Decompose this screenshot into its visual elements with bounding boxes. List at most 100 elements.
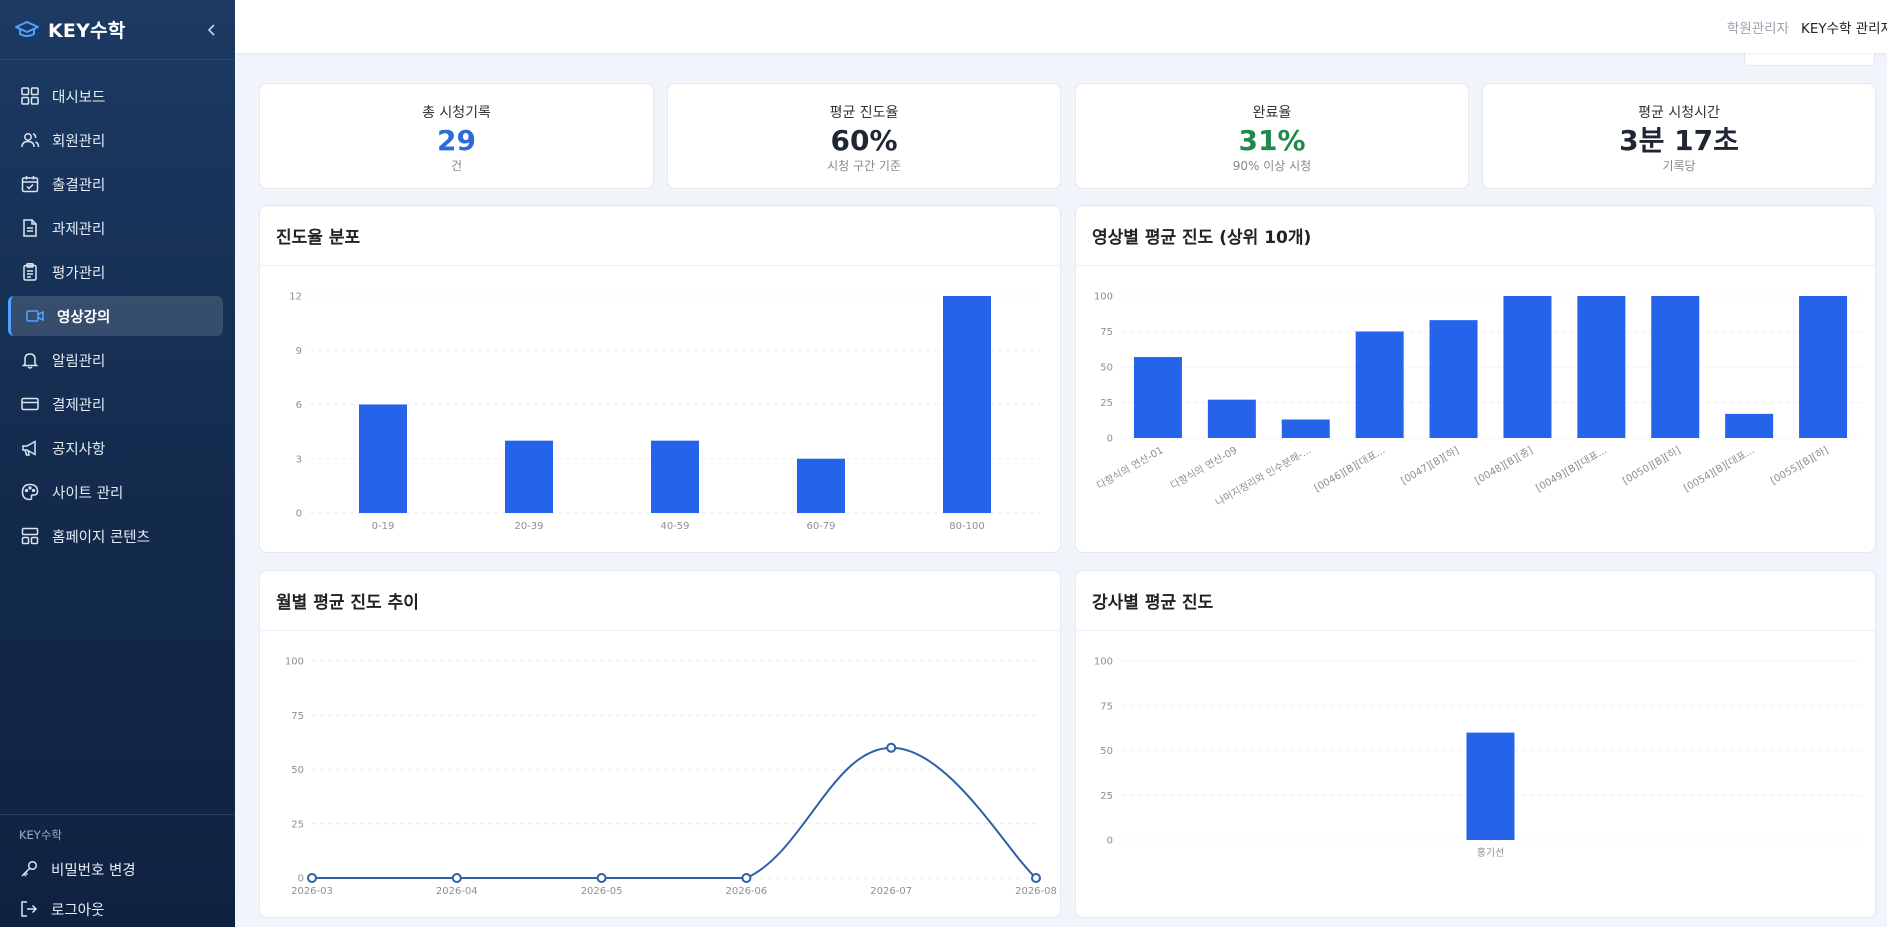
- sidebar-item-notices[interactable]: 공지사항: [8, 428, 223, 468]
- sidebar-item-label: 대시보드: [52, 89, 106, 106]
- sidebar-item-label: 과제관리: [52, 221, 106, 238]
- data-point[interactable]: [307, 873, 317, 883]
- sidebar-item-attendance[interactable]: 출결관리: [8, 164, 223, 204]
- footer-item-label: 비밀번호 변경: [51, 862, 136, 879]
- user-role-label: 학원관리자: [1726, 20, 1789, 37]
- y-tick-label: 9: [296, 346, 302, 357]
- x-tick-label: 80-100: [949, 521, 984, 532]
- bar[interactable]: [1281, 419, 1330, 438]
- bar[interactable]: [943, 296, 991, 513]
- y-tick-label: 3: [296, 454, 302, 465]
- change-password-button[interactable]: 비밀번호 변경: [0, 849, 235, 889]
- progress-distribution-chart: 0 3 6 9 12 0-19 20-39 40-59 60-79 80-100: [289, 292, 1040, 532]
- bar[interactable]: [1799, 296, 1848, 438]
- stat-sub: 시청 구간 기준: [827, 159, 901, 173]
- bar[interactable]: [1133, 357, 1182, 438]
- footer-item-label: 로그아웃: [51, 902, 105, 919]
- brand-name: KEY수학: [48, 20, 126, 42]
- chart-panel-video-avg-progress: 영상별 평균 진도 (상위 10개) 0 25 50 75 100 다항식의 연산-01 다…: [1075, 205, 1876, 553]
- sidebar-item-video-lectures[interactable]: 영상강의: [8, 296, 223, 336]
- x-tick-label: 2026-06: [726, 886, 768, 897]
- y-tick-label: 50: [1100, 363, 1113, 374]
- y-tick-label: 50: [1100, 746, 1113, 757]
- panel-title: 진도율 분포: [276, 228, 361, 248]
- sidebar-item-assignments[interactable]: 과제관리: [8, 208, 223, 248]
- bar[interactable]: [651, 440, 699, 513]
- bar[interactable]: [1725, 413, 1774, 438]
- bar[interactable]: [1503, 296, 1552, 438]
- sidebar-item-site-settings[interactable]: 사이트 관리: [8, 472, 223, 512]
- bar[interactable]: [505, 440, 553, 513]
- stat-value: 31%: [1238, 124, 1306, 157]
- bar[interactable]: [359, 404, 407, 514]
- sidebar-item-label: 평가관리: [52, 265, 106, 282]
- stat-value: 3분 17초: [1619, 124, 1739, 157]
- clipboard-icon: [23, 263, 37, 281]
- x-tick-label: 60-79: [806, 521, 835, 532]
- sidebar-item-label: 영상강의: [57, 309, 111, 326]
- y-tick-label: 25: [291, 819, 304, 830]
- sidebar-item-notifications[interactable]: 알림관리: [8, 340, 223, 380]
- bar[interactable]: [1651, 296, 1700, 438]
- sidebar-item-label: 공지사항: [52, 441, 106, 458]
- stat-sub: 기록당: [1662, 159, 1696, 173]
- x-tick-label: [0047][B][하]: [1398, 443, 1461, 487]
- instructor-avg-progress-chart: 0 25 50 75 100 홍기선: [1094, 657, 1860, 859]
- y-tick-label: 25: [1100, 791, 1113, 802]
- sidebar-item-dashboard[interactable]: 대시보드: [8, 76, 223, 116]
- bar[interactable]: [1355, 331, 1404, 439]
- bar[interactable]: [1429, 320, 1478, 438]
- chart-panel-instructor-avg-progress: 강사별 평균 진도 0 25 50 75 100 홍기선: [1075, 570, 1876, 918]
- sidebar-item-label: 회원관리: [52, 133, 106, 150]
- x-tick-label: 2026-07: [870, 886, 912, 897]
- bar[interactable]: [797, 458, 845, 513]
- sidebar-item-evaluation[interactable]: 평가관리: [8, 252, 223, 292]
- panel-title: 강사별 평균 진도: [1092, 593, 1214, 613]
- sidebar-item-label: 알림관리: [52, 353, 106, 370]
- logout-button[interactable]: 로그아웃: [0, 889, 235, 927]
- sidebar-item-label: 출결관리: [52, 177, 106, 194]
- data-point[interactable]: [886, 742, 897, 753]
- bar[interactable]: [1577, 296, 1626, 438]
- y-tick-label: 0: [1107, 434, 1113, 445]
- logout-icon: [21, 901, 38, 917]
- sidebar-item-payments[interactable]: 결제관리: [8, 384, 223, 424]
- graduation-cap-icon: [15, 20, 39, 37]
- data-point[interactable]: [451, 873, 462, 883]
- bar[interactable]: [1466, 732, 1515, 840]
- sidebar-item-homepage-content[interactable]: 홈페이지 콘텐츠: [8, 516, 223, 556]
- x-tick-label: 2026-03: [291, 886, 333, 897]
- data-point[interactable]: [596, 873, 607, 883]
- user-name-menu[interactable]: KEY수학 관리자: [1801, 20, 1887, 37]
- collapse-sidebar-button[interactable]: [203, 21, 221, 39]
- panel-header: 월별 평균 진도 추이: [260, 571, 1060, 631]
- sidebar-item-label: 결제관리: [52, 397, 106, 414]
- y-tick-label: 0: [298, 874, 304, 885]
- footer-section-label: KEY수학: [19, 828, 62, 842]
- y-tick-label: 0: [1107, 836, 1113, 847]
- key-icon: [21, 860, 38, 877]
- x-tick-label: 다항식의 연산-09: [1169, 444, 1240, 492]
- stat-value: 29: [437, 124, 476, 157]
- y-tick-label: 100: [1094, 657, 1113, 668]
- data-point[interactable]: [741, 873, 752, 883]
- sidebar-item-label: 홈페이지 콘텐츠: [52, 529, 150, 546]
- topbar: 학원관리자 KEY수학 관리자: [235, 0, 1887, 53]
- brand-header: KEY수학: [0, 0, 235, 60]
- y-tick-label: 25: [1100, 398, 1113, 409]
- data-point[interactable]: [1031, 873, 1041, 883]
- sidebar: KEY수학 대시보드 회원관리 출결관리 과제관리 평가관리 영상강의: [0, 0, 235, 927]
- x-tick-label: 2026-05: [581, 886, 623, 897]
- stat-sub: 건: [450, 159, 463, 173]
- stat-label: 총 시청기록: [422, 105, 491, 121]
- panel-header: 영상별 평균 진도 (상위 10개): [1076, 206, 1875, 266]
- credit-card-icon: [21, 397, 39, 411]
- sidebar-item-members[interactable]: 회원관리: [8, 120, 223, 160]
- bar[interactable]: [1207, 399, 1256, 438]
- y-tick-label: 0: [296, 509, 302, 520]
- x-tick-label: 2026-08: [1015, 886, 1057, 897]
- sidebar-footer: KEY수학 비밀번호 변경 로그아웃: [0, 814, 235, 927]
- stat-label: 완료율: [1252, 105, 1292, 121]
- stat-label: 평균 시청시간: [1638, 105, 1720, 121]
- y-tick-label: 75: [1100, 701, 1113, 712]
